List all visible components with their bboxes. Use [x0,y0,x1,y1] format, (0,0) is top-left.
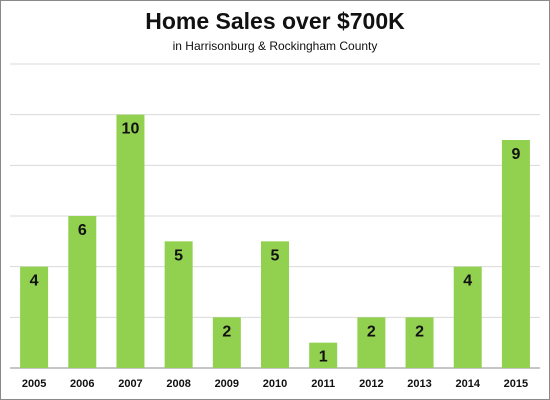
data-label-2013: 2 [415,323,424,340]
x-tick-label-2015: 2015 [504,378,528,390]
bar-2011 [309,342,338,368]
bar-2014 [453,266,482,368]
data-label-2006: 6 [78,222,87,239]
x-tick-label-2012: 2012 [359,378,383,390]
x-tick-label-2008: 2008 [166,378,190,390]
x-tick-label-2011: 2011 [311,378,335,390]
data-label-2015: 9 [511,146,520,163]
chart-subtitle: in Harrisonburg & Rockingham County [172,39,378,53]
bar-2015 [501,140,530,368]
bar-2009 [212,317,241,368]
data-label-2009: 2 [222,323,231,340]
x-tick-label-2005: 2005 [22,378,46,390]
x-tick-label-2009: 2009 [215,378,239,390]
data-label-2014: 4 [463,273,472,290]
bar-2012 [357,317,386,368]
data-label-2008: 5 [174,247,183,264]
x-tick-label-2010: 2010 [263,378,287,390]
x-tick-label-2013: 2013 [407,378,431,390]
data-label-2010: 5 [271,247,280,264]
x-tick-label-2006: 2006 [70,378,94,390]
x-tick-label-2007: 2007 [118,378,142,390]
bar-2005 [20,266,49,368]
data-label-2007: 10 [122,121,140,138]
chart-title: Home Sales over $700K [145,8,405,34]
bar-2008 [164,241,193,368]
data-label-2012: 2 [367,323,376,340]
data-label-2005: 4 [30,273,39,290]
x-tick-label-2014: 2014 [455,378,480,390]
bar-2006 [68,216,97,368]
bar-2010 [261,241,289,368]
bar-2007 [116,114,145,369]
data-label-2011: 1 [319,349,328,366]
bar-2013 [405,317,434,368]
